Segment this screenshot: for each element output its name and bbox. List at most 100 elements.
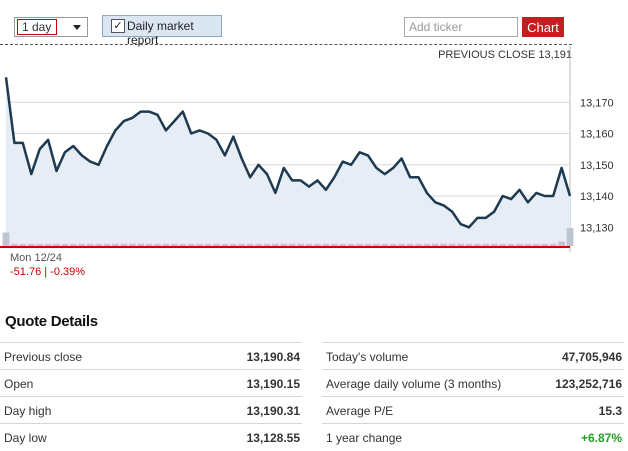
quote-row-value: 13,128.55 (246, 431, 300, 445)
volume-bar (27, 243, 35, 247)
volume-bar (482, 243, 490, 247)
quote-row-label: Open (4, 377, 34, 391)
volume-bar (474, 243, 481, 247)
quote-row-value: 13,190.31 (246, 404, 300, 418)
volume-bar (221, 243, 229, 247)
volume-bar (112, 243, 119, 247)
quote-row-label: Today's volume (326, 350, 409, 364)
volume-bar (213, 243, 220, 247)
quote-row-label: Average P/E (326, 404, 394, 418)
volume-bar (389, 243, 397, 247)
price-chart: 13,130 13,140 13,150 13,160 13,170 (0, 46, 614, 252)
volume-bar (19, 243, 27, 247)
quote-row-value: 13,190.15 (246, 377, 300, 391)
quote-row-label: Average daily volume (3 months) (326, 377, 502, 391)
volume-bar (86, 243, 94, 247)
volume-bar (272, 243, 279, 247)
volume-bar (558, 241, 565, 246)
volume-bar (330, 243, 338, 247)
chart-button[interactable]: Chart (522, 17, 564, 37)
volume-bar (187, 243, 195, 247)
daily-report-label: Daily market report (127, 19, 194, 47)
quote-row: Average daily volume (3 months) 123,252,… (322, 369, 624, 396)
volume-bar (398, 243, 405, 247)
previous-close-label: PREVIOUS CLOSE 13,191 (438, 49, 572, 61)
volume-bar (61, 243, 69, 247)
y-tick-label: 13,130 (580, 222, 614, 234)
quote-details-left: Previous close 13,190.84 Open 13,190.15 … (0, 342, 302, 450)
quote-row: Open 13,190.15 (0, 369, 302, 396)
volume-bar (566, 228, 574, 246)
y-tick-label: 13,170 (580, 97, 614, 109)
volume-bar (229, 243, 237, 247)
volume-bar (314, 243, 321, 247)
volume-bar (179, 243, 187, 247)
quote-row-label: Previous close (4, 350, 83, 364)
volume-bar (364, 243, 372, 247)
volume-bar (11, 243, 18, 247)
volume-bar (36, 243, 44, 247)
quote-row-label: Day low (4, 431, 47, 445)
volume-bar (499, 243, 507, 247)
volume-bar (457, 243, 464, 247)
volume-bar (406, 243, 414, 247)
volume-bar (415, 243, 422, 247)
y-tick-label: 13,140 (580, 191, 614, 203)
add-ticker-input[interactable] (404, 17, 518, 37)
daily-report-toggle[interactable]: ✓ Daily market report (102, 15, 222, 47)
quote-row-value: +6.87% (580, 431, 622, 445)
price-change-label: -51.76 | -0.39% (10, 266, 86, 278)
volume-bar (204, 243, 212, 247)
volume-bar (137, 243, 145, 247)
volume-bar (507, 243, 515, 247)
volume-bar (549, 243, 557, 247)
volume-bar (297, 243, 304, 247)
quote-row: 1 year change +6.87% (322, 423, 624, 450)
volume-bar (44, 243, 52, 247)
volume-bar (53, 243, 60, 247)
quote-row-label: Day high (4, 404, 52, 418)
chart-toolbar: 1 day ✓ Daily market report Chart (0, 0, 572, 47)
volume-bar (524, 243, 532, 247)
price-area (6, 77, 570, 246)
quote-row-label: 1 year change (326, 431, 403, 445)
quote-row: Previous close 13,190.84 (0, 342, 302, 369)
quote-row-value: 123,252,716 (555, 377, 622, 391)
quote-row: Average P/E 15.3 (322, 396, 624, 423)
volume-bar (280, 243, 288, 247)
period-select-value: 1 day (17, 19, 57, 35)
volume-bar (120, 243, 128, 247)
volume-bar (162, 243, 170, 247)
volume-bar (465, 243, 473, 247)
volume-bar (541, 243, 549, 247)
quote-row-value: 47,705,946 (561, 350, 622, 364)
volume-bar (339, 243, 347, 247)
volume-bar (145, 243, 153, 247)
volume-bar (95, 243, 102, 247)
volume-bar (322, 243, 330, 247)
volume-bar (373, 243, 380, 247)
volume-bar (423, 243, 431, 247)
volume-bar (196, 243, 203, 247)
volume-bar (356, 243, 363, 247)
quote-details-right: Today's volume 47,705,946 Average daily … (322, 342, 624, 450)
quote-row: Today's volume 47,705,946 (322, 342, 624, 369)
volume-bar (171, 243, 178, 247)
y-tick-label: 13,150 (580, 160, 614, 172)
volume-bar (347, 243, 355, 247)
quote-row: Day low 13,128.55 (0, 423, 302, 450)
volume-bar (490, 243, 498, 247)
volume-bar (255, 243, 262, 247)
chart-date-label: Mon 12/24 (10, 252, 62, 264)
quote-row-value: 13,190.84 (246, 350, 300, 364)
price-line (4, 77, 572, 229)
volume-bar (238, 243, 246, 247)
checkbox-checked-icon[interactable]: ✓ (111, 19, 125, 33)
volume-bar (103, 243, 111, 247)
volume-bar (448, 243, 456, 247)
volume-bar (69, 243, 77, 247)
period-select[interactable]: 1 day (14, 17, 88, 37)
quote-details-title: Quote Details (5, 313, 98, 330)
volume-bar (305, 243, 313, 247)
quote-row-value: 15.3 (598, 404, 622, 418)
